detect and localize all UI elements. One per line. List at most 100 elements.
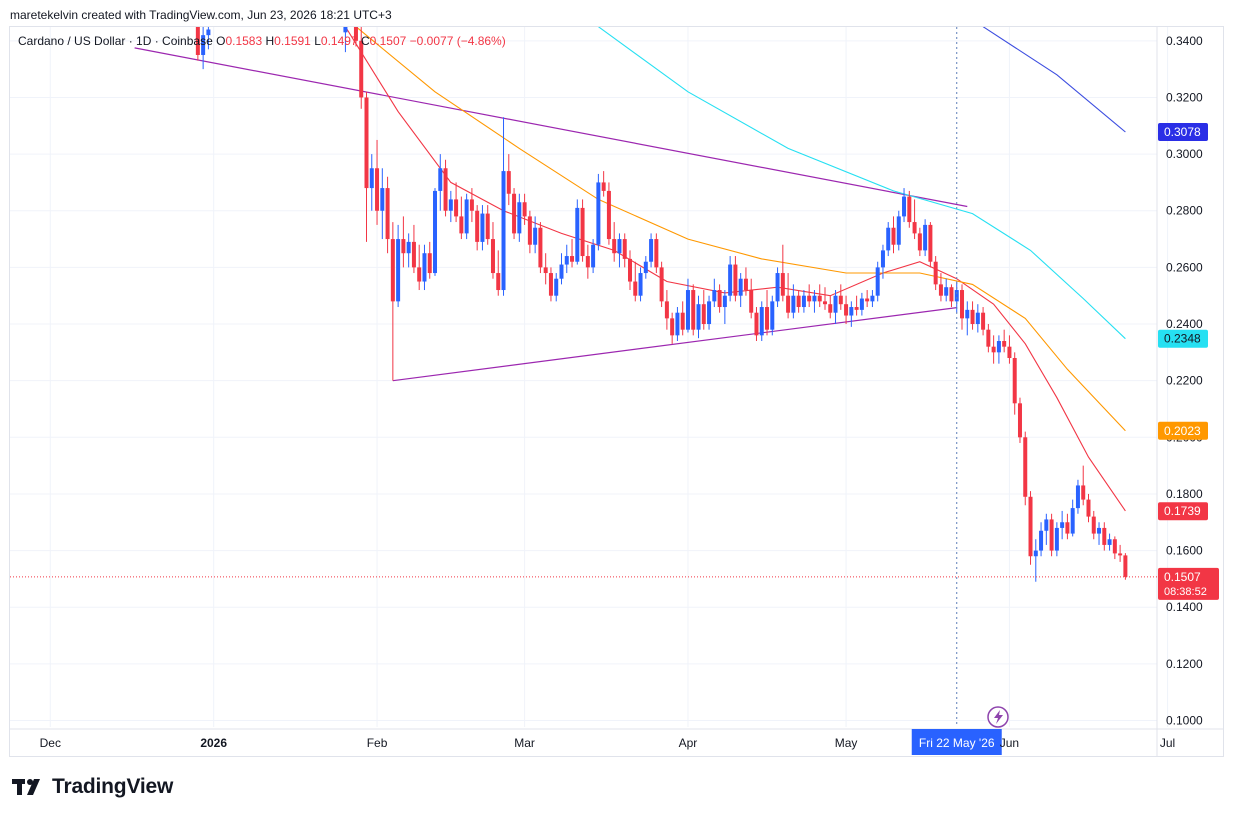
candle-body [359, 40, 364, 98]
candle [822, 287, 827, 310]
candle-body [448, 199, 453, 211]
candle-body [849, 307, 854, 316]
candle-body [891, 227, 896, 245]
candle-body [427, 253, 432, 274]
candle [775, 267, 780, 308]
candle [1075, 479, 1080, 514]
candle-body [464, 199, 469, 234]
candle-body [496, 273, 501, 291]
candle-body [654, 239, 659, 268]
candle [743, 267, 748, 296]
tradingview-logo[interactable]: TradingView [12, 773, 173, 801]
candle-body [854, 307, 859, 310]
price-axis[interactable]: 0.3400 0.3200 0.3000 0.2800 0.2600 0.2400 0.22… [1166, 34, 1203, 728]
candle-body [965, 309, 970, 319]
candle [859, 292, 864, 316]
low-value: 0.1497 [320, 34, 358, 48]
candle [475, 205, 480, 251]
candle-body [728, 264, 733, 296]
candle [601, 171, 606, 197]
trendlines[interactable] [134, 47, 968, 382]
chart-extras [987, 706, 1009, 728]
last-price-label: 0.1507 [1164, 570, 1201, 584]
candle-body [844, 304, 849, 316]
candle [759, 301, 764, 342]
time-axis[interactable]: Dec 2026 Feb Mar Apr May Jun Jul [40, 736, 1176, 750]
candle [696, 295, 701, 339]
candle-body [422, 253, 427, 282]
candle-body [1017, 403, 1022, 438]
chart-credit: maretekelvin created with TradingView.co… [10, 8, 392, 22]
candle-body [822, 301, 827, 305]
candle-body [1060, 522, 1065, 528]
candle [427, 241, 432, 279]
last-price-countdown: 08:38:52 [1164, 586, 1207, 598]
trendline [134, 47, 968, 208]
candle-body [680, 312, 685, 330]
candle [685, 278, 690, 333]
candle-body [438, 168, 443, 191]
candle-body [401, 239, 406, 254]
candle-body [1023, 437, 1028, 497]
candle [438, 154, 443, 211]
candle-body [1049, 519, 1054, 551]
candle [817, 284, 822, 308]
candle [996, 335, 1001, 364]
candle [575, 199, 580, 265]
candle-body [923, 224, 928, 251]
candle-body [506, 171, 511, 194]
candle-body [554, 278, 559, 296]
candle-body [538, 227, 543, 268]
candle [1107, 533, 1112, 551]
candle-body [944, 287, 949, 296]
candle-body [601, 182, 606, 191]
moving-average-ma_mid [355, 27, 1126, 432]
high-value: 0.1591 [274, 34, 311, 48]
candle [649, 233, 654, 268]
change-value: −0.0077 (−4.86%) [409, 34, 506, 48]
price-badge [1158, 502, 1208, 521]
candle [585, 244, 590, 279]
candle [538, 222, 543, 274]
candle-body [206, 29, 211, 36]
candle-body [490, 239, 495, 274]
candle-body [591, 244, 596, 268]
price-tick-label: 0.1000 [1166, 714, 1203, 728]
candle [448, 190, 453, 223]
candle [923, 219, 928, 257]
candle [501, 117, 506, 296]
candle [1012, 352, 1017, 415]
candle [1007, 335, 1012, 364]
candle-body [712, 290, 717, 302]
candle-body [896, 216, 901, 245]
candle [554, 273, 559, 302]
candle-body [454, 199, 459, 217]
candle [406, 233, 411, 268]
candle-body [949, 287, 954, 302]
price-tick-label: 0.3000 [1166, 147, 1203, 161]
price-badge-label: 0.2348 [1164, 332, 1201, 346]
price-badge [1158, 329, 1208, 348]
candle-body [522, 202, 527, 217]
candle-body [759, 307, 764, 336]
trendline [392, 306, 957, 382]
candle-body [664, 301, 669, 319]
candle [801, 290, 806, 313]
candle [522, 193, 527, 225]
candle-body [369, 168, 374, 189]
time-tick-label: Jul [1160, 736, 1175, 750]
candle-body [443, 168, 448, 211]
candle [580, 199, 585, 262]
candle [206, 27, 211, 50]
candle-body [580, 207, 585, 257]
candle-body [1107, 539, 1112, 545]
price-badge [1158, 123, 1208, 142]
price-tick-label: 0.1400 [1166, 600, 1203, 614]
candle [875, 261, 880, 302]
candle-body [743, 278, 748, 291]
candle-body [722, 295, 727, 308]
moving-average-ma_slow [598, 27, 1126, 340]
candle-body [696, 304, 701, 330]
candle [411, 224, 416, 274]
